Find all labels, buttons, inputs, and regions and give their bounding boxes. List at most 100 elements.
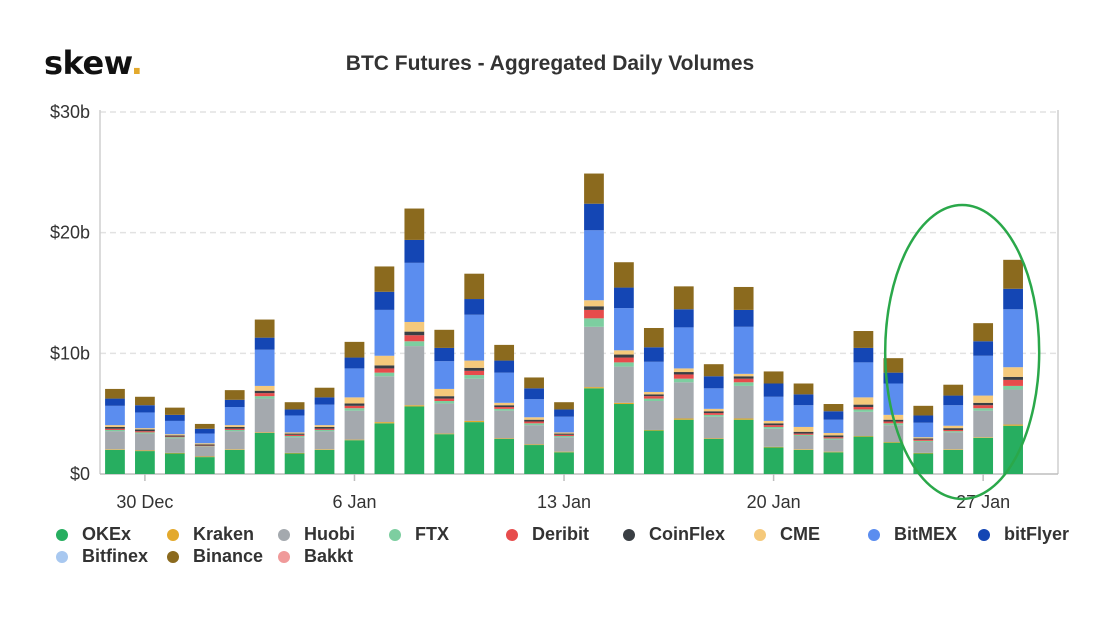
bar-segment-bitmex — [135, 412, 155, 429]
bar-segment-deribit — [164, 436, 185, 438]
legend-item-bitmex[interactable]: BitMEX — [868, 524, 957, 545]
legend-item-cme[interactable]: CME — [754, 524, 820, 545]
legend-swatch — [167, 528, 179, 541]
bar-segment-huobi — [673, 382, 694, 419]
legend-item-huobi[interactable]: Huobi — [278, 524, 355, 545]
bar-segment-coinflex — [853, 404, 874, 408]
bar-segment-kraken — [494, 438, 515, 440]
bar-segment-huobi — [344, 410, 365, 440]
bar-segment-huobi — [524, 425, 544, 445]
bar-segment-bitflyer — [105, 398, 125, 406]
skew-logo-dot: . — [130, 44, 143, 82]
bar-segment-bitflyer — [673, 309, 694, 328]
bar-segment-okex — [224, 449, 245, 474]
bar-segment-bitmex — [584, 230, 604, 301]
bar-segment-bitmex — [434, 361, 455, 389]
legend-item-ftx[interactable]: FTX — [389, 524, 449, 545]
bar-segment-ftx — [913, 440, 934, 443]
bar-segment-cme — [853, 397, 874, 405]
legend-label: BitMEX — [894, 524, 957, 544]
bar-segment-binance — [1003, 259, 1023, 289]
bar-segment-okex — [164, 453, 185, 474]
legend-item-deribit[interactable]: Deribit — [506, 524, 589, 545]
bar-segment-okex — [823, 452, 844, 474]
x-tick-label: 30 Dec — [116, 492, 173, 512]
bar-segment-bitmex — [314, 404, 335, 426]
bar-segment-cme — [314, 425, 335, 427]
bar-segment-huobi — [733, 385, 754, 419]
bar-segment-deribit — [584, 309, 604, 319]
legend-item-bitfinex[interactable]: Bitfinex — [56, 546, 148, 567]
bar-segment-ftx — [494, 408, 515, 411]
bar-segment-ftx — [733, 382, 754, 386]
bar-segment-okex — [643, 430, 664, 474]
bar-segment-bitmex — [164, 420, 185, 435]
bar-segment-deribit — [254, 393, 275, 397]
x-tick-label: 27 Jan — [956, 492, 1010, 512]
legend-item-coinflex[interactable]: CoinFlex — [623, 524, 725, 545]
bar-segment-coinflex — [763, 423, 784, 426]
legend-item-bitflyer[interactable]: bitFlyer — [978, 524, 1069, 545]
x-tick-label: 20 Jan — [747, 492, 801, 512]
legend-swatch — [623, 528, 635, 541]
bar-segment-bitmex — [943, 405, 964, 426]
bar-segment-kraken — [943, 449, 964, 450]
bar-segment-bitmex — [344, 368, 365, 398]
bar-segment-coinflex — [973, 402, 994, 406]
y-tick-label: $10b — [50, 343, 90, 363]
bar-segment-huobi — [224, 431, 245, 450]
bar-segment-binance — [464, 273, 485, 300]
bar-segment-coinflex — [823, 435, 844, 438]
bar-segment-coinflex — [344, 403, 365, 406]
bar-segment-binance — [673, 286, 694, 310]
bar-segment-binance — [793, 383, 814, 395]
bar-segment-deribit — [853, 407, 874, 410]
bar-segment-huobi — [584, 326, 604, 388]
bar-segment-deribit — [793, 433, 814, 435]
bar-segment-deribit — [763, 425, 784, 427]
bar-segment-coinflex — [374, 365, 395, 369]
bar-segment-coinflex — [194, 444, 215, 446]
bar-segment-coinflex — [314, 426, 335, 429]
bar-segment-cme — [823, 432, 844, 436]
bar-segment-bitflyer — [643, 347, 664, 362]
bar-segment-okex — [374, 423, 395, 474]
legend-label: Kraken — [193, 524, 255, 544]
bar-segment-deribit — [284, 434, 305, 436]
bar-segment-deribit — [224, 428, 245, 430]
bar-segment-kraken — [344, 439, 365, 441]
bar-segment-huobi — [314, 431, 335, 450]
bar-segment-kraken — [643, 429, 664, 431]
bar-segment-kraken — [853, 435, 874, 437]
bar-segment-okex — [973, 437, 994, 474]
bar-segment-cme — [105, 425, 125, 427]
bar-segment-bitflyer — [973, 341, 994, 356]
bar-segment-binance — [164, 407, 185, 415]
legend-item-bakkt[interactable]: Bakkt — [278, 546, 353, 567]
y-tick-label: $30b — [50, 102, 90, 122]
bar-segment-binance — [434, 329, 455, 348]
bar-segment-coinflex — [284, 433, 305, 435]
bar-segment-bitmex — [973, 355, 994, 396]
legend-item-binance[interactable]: Binance — [167, 546, 263, 567]
bar-segment-bitflyer — [254, 337, 275, 350]
legend-swatch — [978, 528, 990, 541]
bar-segment-bitflyer — [614, 287, 634, 309]
bar-segment-ftx — [524, 423, 544, 426]
bar-segment-cme — [164, 434, 185, 436]
bar-segment-ftx — [883, 423, 904, 426]
legend-swatch — [278, 550, 290, 563]
bar-segment-deribit — [614, 357, 634, 363]
legend-label: Deribit — [532, 524, 590, 544]
legend-label: FTX — [415, 524, 449, 544]
bar-segment-binance — [883, 358, 904, 373]
bar-segment-coinflex — [524, 419, 544, 422]
bar-segment-deribit — [1003, 379, 1023, 386]
bar-segment-binance — [763, 371, 784, 384]
bar-segment-bitmex — [254, 349, 275, 386]
bar-segment-deribit — [374, 368, 395, 373]
legend-item-kraken[interactable]: Kraken — [167, 524, 254, 545]
bar-segment-okex — [584, 388, 604, 474]
bar-segment-coinflex — [703, 411, 724, 414]
legend-item-okex[interactable]: OKEx — [56, 524, 131, 545]
